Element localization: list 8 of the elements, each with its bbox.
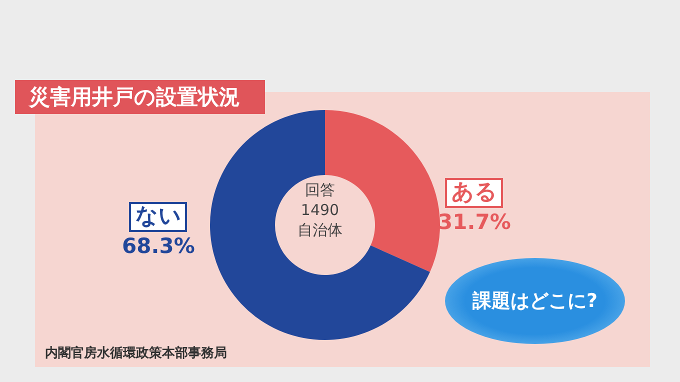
text: 回答 1490 自治体 bbox=[296, 180, 344, 240]
slice-label: ある bbox=[445, 178, 504, 208]
text: 内閣官房水循環政策本部事務局 bbox=[45, 344, 227, 362]
donut-slice bbox=[210, 110, 430, 340]
data-label: 68.3% bbox=[122, 233, 195, 260]
text: 課題はどこに? bbox=[471, 289, 599, 314]
chart-title: 災害用井戸の設置状況 bbox=[15, 80, 265, 114]
slice-label: ない bbox=[129, 202, 188, 232]
